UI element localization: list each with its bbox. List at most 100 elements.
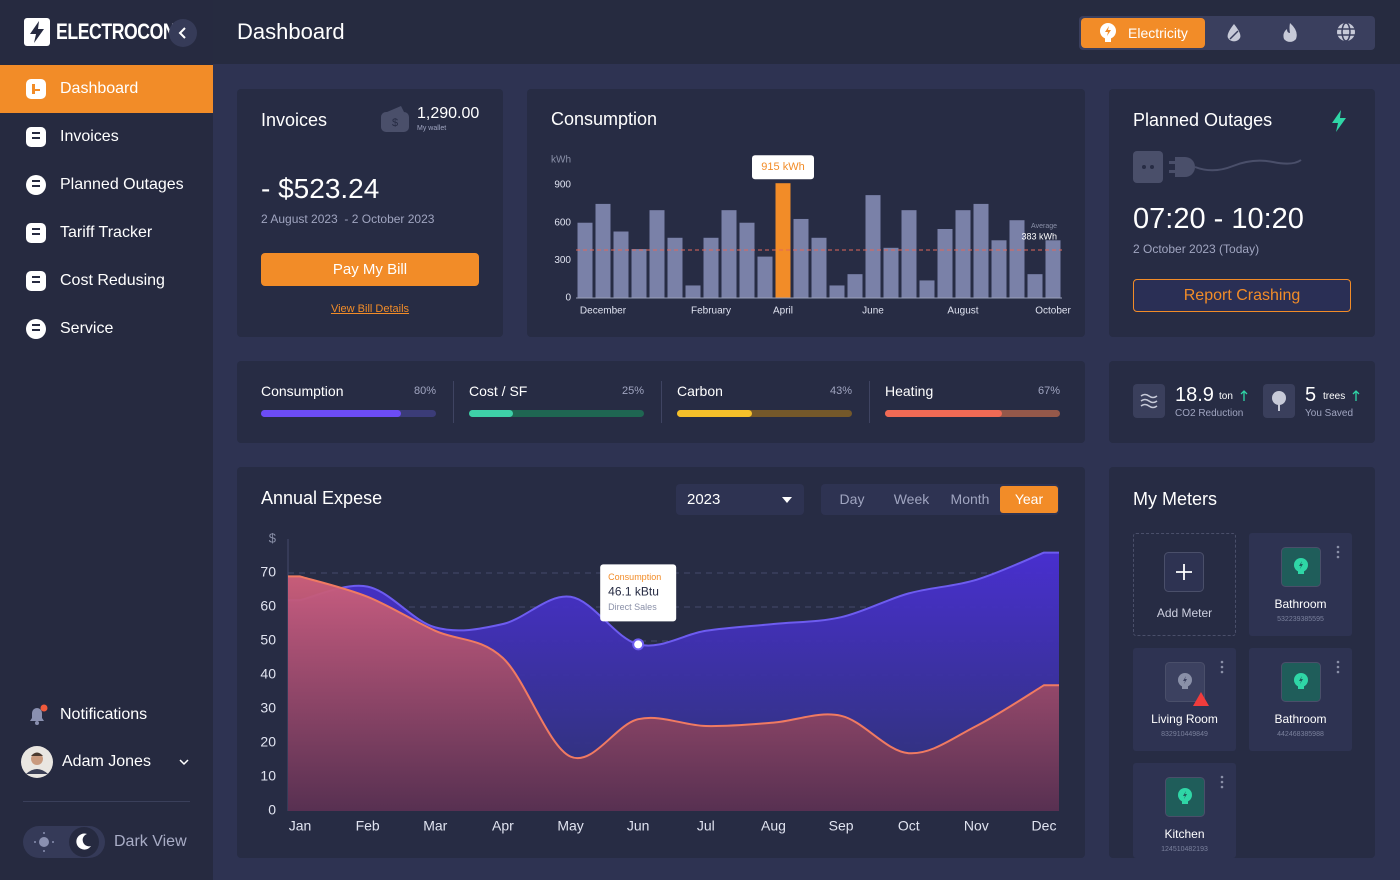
area-line <box>288 575 1059 760</box>
tooltip-title: Consumption <box>608 572 661 582</box>
meter-bulb <box>1281 662 1321 702</box>
y-tick-label: 0 <box>565 293 571 304</box>
eco-value: 5 <box>1305 384 1317 406</box>
user-name[interactable]: Adam Jones <box>62 753 151 770</box>
outage-date: 2 October 2023 (Today) <box>1133 242 1260 256</box>
metric-percent: 67% <box>1037 385 1060 397</box>
nav-icon <box>25 318 47 340</box>
x-tick-label: Aug <box>761 818 786 834</box>
nav-icon-shape <box>26 271 46 291</box>
chart-title: Consumption <box>551 109 657 129</box>
meter-name: Bathroom <box>1274 597 1327 611</box>
y-tick-label: 50 <box>260 632 276 648</box>
add-meter-tile[interactable] <box>1133 533 1236 636</box>
period-option[interactable]: Year <box>1014 491 1044 507</box>
area-line <box>288 551 1059 647</box>
meter-bulb <box>1165 777 1205 817</box>
nav-item[interactable]: Cost Redusing <box>60 272 165 289</box>
y-tick-label: 0 <box>268 802 276 818</box>
period-option[interactable]: Day <box>839 491 865 507</box>
bar <box>973 203 989 298</box>
y-axis-label: $ <box>269 530 277 545</box>
bar <box>937 229 953 298</box>
meter-name: Bathroom <box>1274 712 1327 726</box>
eco-arrow <box>1352 389 1360 401</box>
up-arrow <box>1352 390 1360 401</box>
meter-name: Kitchen <box>1164 827 1205 841</box>
period-option[interactable]: Month <box>950 491 990 507</box>
wave-icon <box>1140 393 1158 409</box>
nav-icon-shape <box>26 79 46 99</box>
year-dropdown[interactable] <box>676 484 804 515</box>
y-tick-label: 900 <box>554 180 571 191</box>
outages-title: Planned Outages <box>1133 110 1273 130</box>
bell-icon <box>30 704 48 725</box>
eco-label: CO2 Reduction <box>1175 408 1244 419</box>
utility-label: Electricity <box>1128 25 1188 41</box>
bar <box>739 222 755 298</box>
bar <box>757 256 773 298</box>
metric-bar <box>469 410 513 417</box>
period-active-bg <box>1000 486 1058 513</box>
nav-item[interactable]: Tariff Tracker <box>60 224 153 241</box>
metric-percent: 43% <box>829 385 852 397</box>
x-tick-label: Feb <box>356 818 380 834</box>
bar <box>667 237 683 298</box>
period-option[interactable]: Week <box>893 491 930 507</box>
nav-item[interactable]: Service <box>60 320 114 337</box>
metric-bar <box>677 410 753 417</box>
bar <box>703 237 719 298</box>
x-tick-label: Sep <box>829 818 854 834</box>
user-avatar <box>21 746 53 778</box>
x-tick-label: Jan <box>289 818 312 834</box>
nav-item[interactable]: Planned Outages <box>60 176 184 193</box>
report-button[interactable] <box>1133 279 1351 312</box>
metric-divider <box>453 381 454 423</box>
bar <box>631 249 647 298</box>
tooltip-box <box>600 564 677 622</box>
bar <box>577 222 593 298</box>
nav-icon <box>25 174 47 196</box>
metric-label: Cost / SF <box>469 383 528 399</box>
bar <box>991 240 1007 298</box>
x-tick-label: October <box>1035 306 1071 317</box>
y-tick-label: 10 <box>260 768 276 784</box>
y-tick-label: 30 <box>260 700 276 716</box>
wallet-label: My wallet <box>417 125 447 132</box>
meter-icon <box>1281 547 1325 591</box>
meter-menu[interactable] <box>1220 660 1224 674</box>
tree-icon <box>1272 391 1286 411</box>
meter-menu[interactable] <box>1336 545 1340 559</box>
meter-menu[interactable] <box>1336 660 1340 674</box>
metric-label: Heating <box>885 383 934 399</box>
bar <box>901 210 917 298</box>
user-chevron <box>179 759 189 766</box>
bar <box>847 274 863 298</box>
collapse-button[interactable] <box>169 19 197 47</box>
nav-item[interactable]: Invoices <box>60 128 119 145</box>
bar <box>1009 220 1025 298</box>
bar <box>613 231 629 298</box>
theme-toggle[interactable] <box>23 826 105 858</box>
eco-unit: ton <box>1219 391 1233 402</box>
pay-button[interactable] <box>261 253 479 286</box>
meter-id: 532239385595 <box>1277 616 1324 623</box>
eco-icon <box>1263 384 1295 418</box>
menu-dots <box>1220 660 1224 674</box>
notifications-label[interactable]: Notifications <box>60 706 148 723</box>
x-tick-label: August <box>947 306 978 317</box>
x-tick-label: Oct <box>898 818 920 834</box>
nav-item[interactable]: Dashboard <box>60 80 139 97</box>
bar <box>865 195 881 298</box>
pay-label: Pay My Bill <box>332 261 408 278</box>
globe-icon[interactable] <box>1336 22 1356 42</box>
meter-menu[interactable] <box>1220 775 1224 789</box>
bill-details-link[interactable]: View Bill Details <box>330 303 410 315</box>
plug-illustration <box>1133 151 1302 183</box>
electricity-icon <box>1100 23 1116 42</box>
water-icon[interactable] <box>1224 22 1244 44</box>
bar <box>811 237 827 298</box>
tooltip-value: 46.1 kBtu <box>608 585 659 599</box>
bar <box>955 210 971 298</box>
gas-icon[interactable] <box>1280 21 1300 43</box>
